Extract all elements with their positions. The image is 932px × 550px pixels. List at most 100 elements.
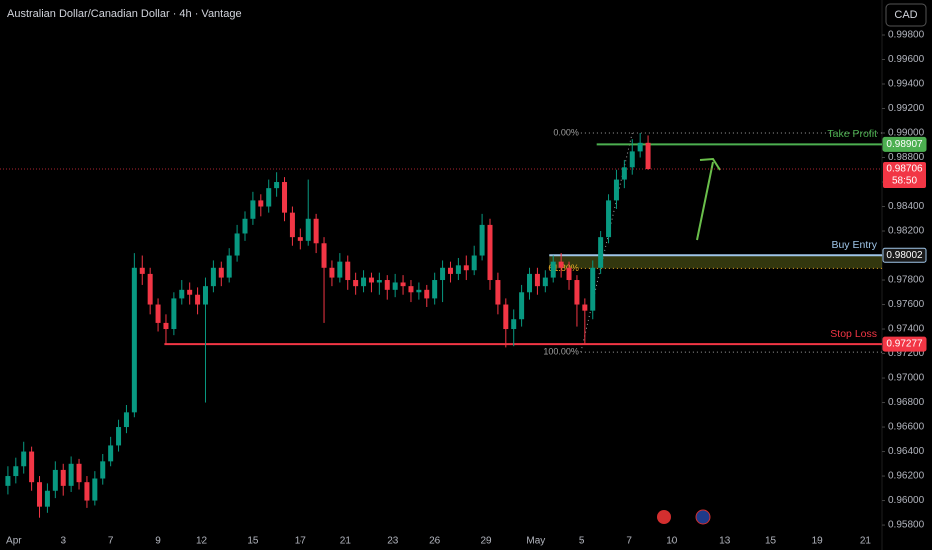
candle-body [329, 267, 335, 278]
currency-button[interactable] [885, 3, 927, 27]
candle-body [139, 267, 145, 274]
candle-body [629, 151, 635, 168]
y-tick-label: 0.99000 [888, 128, 925, 139]
x-tick-label: 10 [666, 536, 678, 547]
candle-body [400, 282, 406, 287]
x-tick-label: 3 [60, 536, 66, 547]
candle-body [479, 224, 485, 256]
chart-title: Australian Dollar/Canadian Dollar · 4h ·… [7, 8, 242, 20]
candle-body [218, 267, 224, 278]
price-tag-label: 0.97277 [886, 339, 923, 350]
candle-body [13, 466, 19, 477]
candle-body [566, 267, 572, 281]
x-tick-label: 13 [719, 536, 731, 547]
level-name: Take Profit [827, 128, 877, 140]
y-tick-label: 0.97800 [888, 275, 925, 286]
y-tick-label: 0.98400 [888, 201, 925, 212]
candle-body [384, 280, 390, 290]
y-tick-label: 0.96000 [888, 495, 925, 506]
y-tick-label: 0.96200 [888, 471, 925, 482]
countdown: 58:50 [892, 176, 917, 187]
x-tick-label: 7 [626, 536, 632, 547]
arrow-head [699, 157, 721, 171]
current-price-label: 0.98706 [886, 164, 923, 175]
candle-body [52, 469, 58, 491]
candle-body [108, 445, 114, 462]
candle-body [60, 469, 66, 486]
candle-body [274, 182, 280, 189]
price-tag [882, 136, 927, 152]
candle-body [44, 490, 50, 507]
candle-body [542, 277, 548, 287]
candle-body [511, 319, 517, 330]
candle-body [68, 463, 74, 486]
y-tick-label: 0.97600 [888, 299, 925, 310]
candle-body [353, 280, 359, 287]
candle-body [305, 218, 311, 241]
y-tick-label: 0.99600 [888, 54, 925, 65]
x-tick-label: 17 [295, 536, 307, 547]
price-tag-label: 0.98002 [886, 250, 923, 261]
candle-body [76, 463, 82, 483]
y-tick-label: 0.97400 [888, 324, 925, 335]
y-tick-label: 0.99200 [888, 103, 925, 114]
candle-body [289, 212, 295, 238]
candle-body [297, 237, 303, 241]
candle-body [637, 142, 643, 152]
level-name: Stop Loss [830, 328, 877, 340]
candle-body [416, 289, 422, 293]
y-tick-label: 0.99800 [888, 30, 925, 41]
x-tick-label: 21 [860, 536, 872, 547]
x-tick-label: 9 [155, 536, 161, 547]
candle-body [210, 267, 216, 287]
candle-body [266, 188, 272, 207]
candle-body [345, 261, 351, 281]
candle-body [440, 267, 446, 281]
candle-body [171, 298, 177, 330]
candle-body [147, 273, 153, 305]
candle-body [92, 478, 98, 501]
candle-body [163, 322, 169, 330]
candle-body [195, 294, 201, 305]
candle-body [519, 292, 525, 320]
candle-body [361, 277, 367, 287]
candle-body [37, 482, 43, 507]
x-tick-label: 23 [387, 536, 399, 547]
entry-zone [549, 255, 882, 269]
candle-body [250, 200, 256, 219]
x-tick-label: 7 [108, 536, 114, 547]
candle-body [258, 200, 264, 207]
candle-body [100, 461, 106, 479]
y-tick-label: 0.98200 [888, 226, 925, 237]
candle-body [455, 265, 461, 274]
y-tick-label: 0.95800 [888, 520, 925, 531]
fib-label: 100.00% [543, 346, 579, 356]
candle-body [432, 280, 438, 299]
x-tick-label: 5 [579, 536, 585, 547]
x-tick-label: 15 [247, 536, 259, 547]
arrow [696, 161, 714, 241]
y-tick-label: 0.99400 [888, 79, 925, 90]
candle-body [368, 277, 374, 283]
candle-body [226, 255, 232, 278]
candle-body [527, 273, 533, 293]
candle-body [116, 427, 122, 446]
fib-trend [580, 132, 633, 353]
x-tick-label: 29 [480, 536, 492, 547]
candle-body [179, 289, 185, 299]
candle-body [495, 280, 501, 305]
candle-body [621, 167, 627, 180]
event-icon[interactable] [657, 510, 671, 524]
currency-label[interactable]: CAD [894, 9, 917, 21]
candle-body [613, 179, 619, 201]
candle-body [645, 142, 651, 170]
candle-body [282, 182, 288, 213]
event-icon[interactable] [695, 509, 711, 525]
candle-body [337, 261, 343, 278]
candle-body [321, 243, 327, 268]
x-tick-label: 21 [340, 536, 352, 547]
y-tick-label: 0.96400 [888, 446, 925, 457]
y-tick-label: 0.98800 [888, 152, 925, 163]
candle-body [123, 412, 129, 428]
